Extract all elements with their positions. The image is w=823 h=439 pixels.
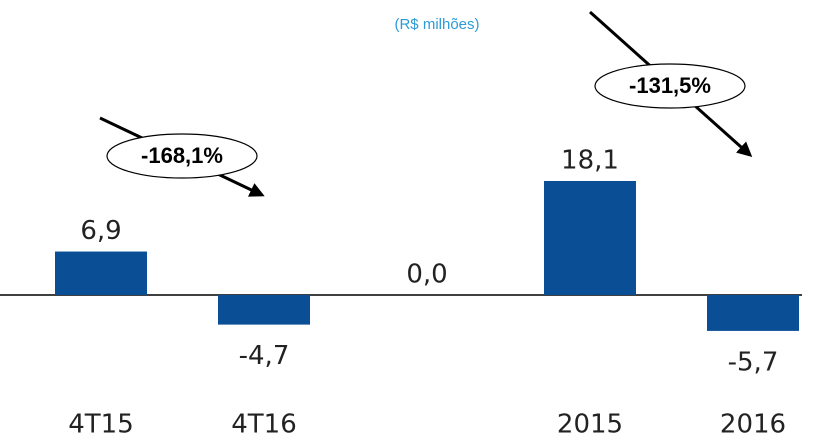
value-label: -5,7 [728, 347, 779, 377]
value-label: 18,1 [561, 145, 619, 175]
bar [707, 295, 799, 331]
bar [55, 251, 147, 295]
annotation-ellipse [106, 133, 258, 179]
x-tick-label: 2015 [557, 410, 623, 439]
value-label: -4,7 [239, 341, 290, 371]
bar [218, 295, 310, 325]
x-tick-label: 2016 [720, 410, 786, 439]
annotation: -131,5% [629, 73, 711, 98]
annotation-ellipse [594, 63, 746, 109]
chart-subtitle: (R$ milhões) [394, 16, 479, 33]
bar [544, 180, 636, 295]
x-tick-label: 4T15 [68, 410, 134, 439]
annotation: -168,1% [141, 143, 223, 168]
value-label: 6,9 [80, 216, 121, 246]
x-tick-label: 4T16 [231, 410, 297, 439]
value-label: 0,0 [406, 260, 447, 290]
